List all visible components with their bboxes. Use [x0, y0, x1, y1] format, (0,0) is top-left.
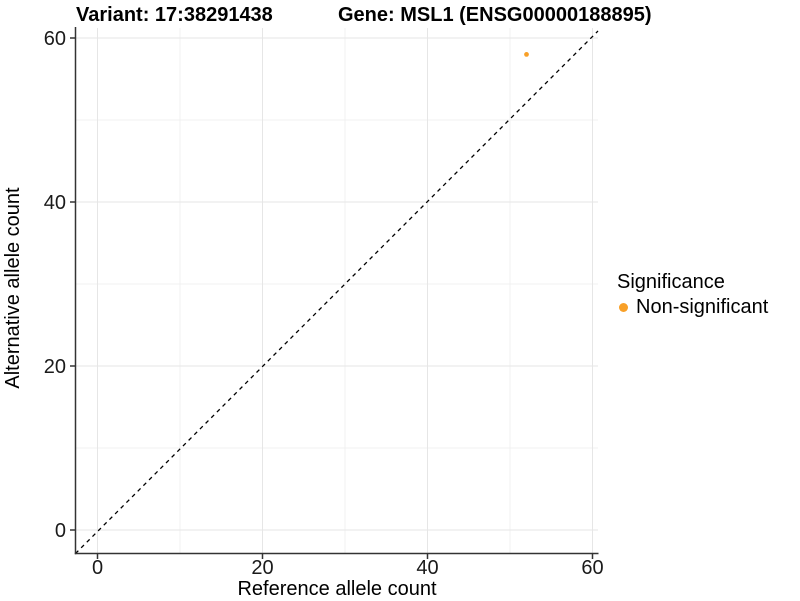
x-tick-60: 60	[581, 557, 603, 579]
minor-gridlines	[75, 28, 598, 554]
identity-line	[75, 30, 599, 554]
y-axis-title-text: Alternative allele count	[2, 187, 24, 389]
x-axis-title: Reference allele count	[237, 578, 437, 600]
y-tick-40: 40	[44, 192, 66, 214]
legend: Significance Non-significant	[617, 271, 797, 319]
legend-swatch-dot-icon	[619, 303, 628, 312]
legend-title: Significance	[617, 271, 725, 293]
legend-item-non-significant: Non-significant	[617, 296, 797, 319]
y-tick-60: 60	[44, 28, 66, 50]
y-tick-20: 20	[44, 356, 66, 378]
title-variant: Variant: 17:38291438	[76, 4, 273, 26]
tick-marks	[70, 37, 594, 559]
y-tick-0: 0	[55, 520, 66, 542]
x-tick-40: 40	[416, 557, 438, 579]
axis-lines	[74, 27, 599, 555]
title-gene: Gene: MSL1 (ENSG00000188895)	[338, 4, 652, 26]
x-tick-labels: 0 20 40 60	[92, 557, 604, 579]
data-point	[524, 52, 529, 57]
x-tick-20: 20	[251, 557, 273, 579]
y-tick-labels: 0 20 40 60	[44, 28, 66, 542]
major-gridlines	[75, 28, 598, 554]
legend-item-label: Non-significant	[636, 296, 769, 318]
x-tick-0: 0	[92, 557, 103, 579]
